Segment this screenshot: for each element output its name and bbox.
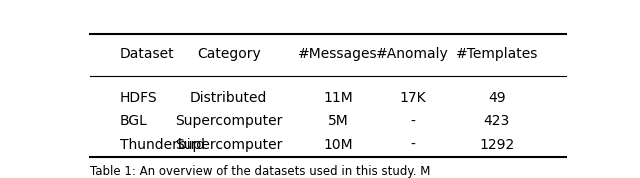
Text: Dataset: Dataset — [120, 47, 174, 61]
Text: -: - — [410, 138, 415, 152]
Text: Thunderbird: Thunderbird — [120, 138, 205, 152]
Text: Distributed: Distributed — [190, 91, 268, 105]
Text: 11M: 11M — [323, 91, 353, 105]
Text: 10M: 10M — [323, 138, 353, 152]
Text: Supercomputer: Supercomputer — [175, 114, 282, 128]
Text: #Messages: #Messages — [298, 47, 378, 61]
Text: BGL: BGL — [120, 114, 148, 128]
Text: Supercomputer: Supercomputer — [175, 138, 282, 152]
Text: #Anomaly: #Anomaly — [376, 47, 449, 61]
Text: Category: Category — [197, 47, 260, 61]
Text: 1292: 1292 — [479, 138, 515, 152]
Text: 49: 49 — [488, 91, 506, 105]
Text: 17K: 17K — [399, 91, 426, 105]
Text: #Templates: #Templates — [456, 47, 538, 61]
Text: 5M: 5M — [328, 114, 348, 128]
Text: Table 1: An overview of the datasets used in this study. M: Table 1: An overview of the datasets use… — [90, 165, 430, 178]
Text: HDFS: HDFS — [120, 91, 157, 105]
Text: 423: 423 — [483, 114, 510, 128]
Text: -: - — [410, 114, 415, 128]
